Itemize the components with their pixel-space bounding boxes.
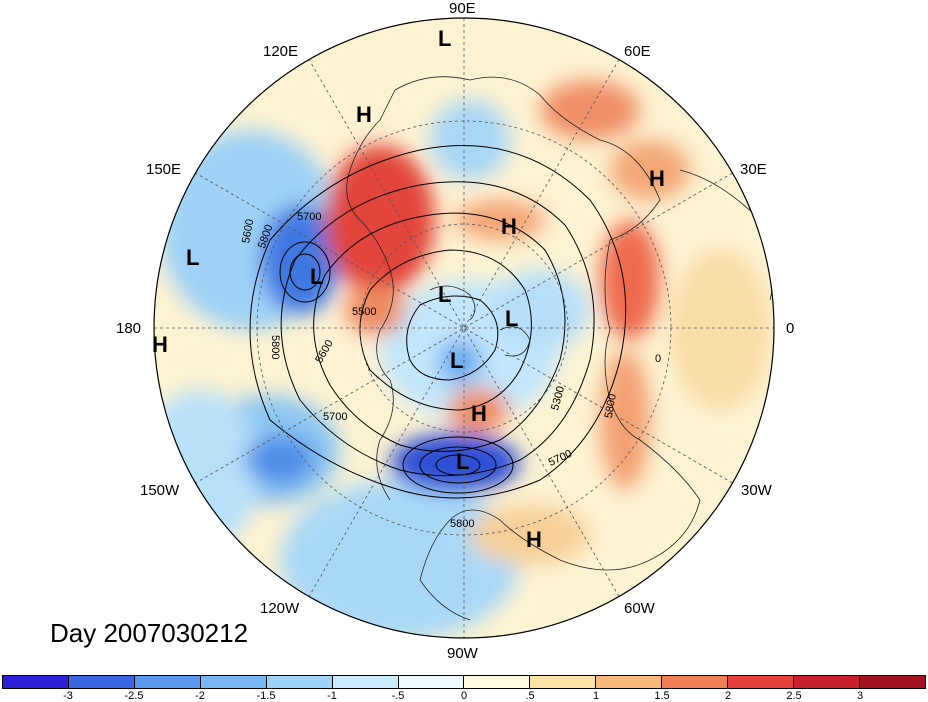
polar-stereographic-map: 5700 5800 5500 5600 5800 5700 5300 5800 …: [152, 17, 775, 639]
colorbar-swatch: [794, 676, 860, 688]
low-center: L: [505, 306, 518, 331]
date-title: Day 2007030212: [50, 618, 249, 648]
high-center: H: [356, 102, 372, 127]
contour-label: 0: [655, 353, 661, 365]
low-center: L: [438, 26, 451, 51]
lon-label-90w: 90W: [447, 645, 478, 662]
colorbar-swatch: [200, 676, 267, 688]
colorbar-tick-label: -2: [195, 690, 205, 702]
contour-label: 5800: [603, 393, 619, 419]
colorbar-swatch: [3, 676, 69, 688]
anomaly-field: 5700 5800 5500 5600 5800 5700 5300 5800 …: [154, 18, 774, 638]
contour-label: 5700: [297, 211, 321, 223]
high-center: H: [649, 166, 665, 191]
colorbar-tick-label: -2.5: [124, 690, 144, 702]
contour-label: 5600: [240, 218, 256, 244]
graticule: [154, 18, 774, 638]
lon-label-60e: 60E: [624, 43, 651, 60]
contour-label: 5700: [323, 411, 347, 423]
low-center: L: [438, 282, 451, 307]
colorbar-swatch: [859, 676, 925, 688]
colorbar-swatch: [332, 676, 399, 688]
colorbar-tick-label: 1: [592, 690, 600, 702]
colorbar-tick-label: 2: [724, 690, 732, 702]
colorbar-tick-label: 1.5: [654, 690, 670, 702]
colorbar-tick-label: 2.5: [786, 690, 802, 702]
colorbar-tick-label: -3: [63, 690, 73, 702]
lon-label-30e: 30E: [740, 161, 767, 178]
lon-label-180: 180: [116, 320, 142, 337]
colorbar-tick-label: -1.5: [256, 690, 276, 702]
lon-label-120e: 120E: [263, 43, 299, 60]
colorbar-swatch: [398, 676, 465, 688]
lon-label-60w: 60W: [624, 600, 655, 617]
lon-label-150e: 150E: [146, 161, 182, 178]
lon-label-0: 0: [786, 320, 795, 337]
high-center: H: [471, 401, 487, 426]
colorbar-tick-label: 3: [856, 690, 864, 702]
height-contours: [249, 145, 627, 499]
low-center: L: [310, 264, 323, 289]
high-center: H: [152, 332, 168, 357]
coastlines: [346, 76, 774, 621]
colorbar-swatch: [596, 676, 663, 688]
colorbar-swatch: [266, 676, 333, 688]
pressure-centers: L H H L H L L L H L H L H: [152, 26, 665, 552]
low-center: L: [186, 245, 199, 270]
low-center: L: [456, 449, 469, 474]
contour-label: 5500: [352, 306, 376, 318]
lon-label-150w: 150W: [140, 482, 180, 499]
colorbar-swatch: [464, 676, 531, 688]
colorbar-swatch: [134, 676, 201, 688]
colorbar-tick-label: -1: [327, 690, 337, 702]
low-center: L: [450, 348, 463, 373]
colorbar-tick-label: .5: [525, 690, 535, 702]
colorbar-swatch: [68, 676, 135, 688]
high-center: H: [501, 214, 517, 239]
colorbar-swatch: [530, 676, 597, 688]
high-center: H: [526, 527, 542, 552]
colorbar-swatch: [662, 676, 729, 688]
lon-label-30w: 30W: [741, 482, 772, 499]
map-boundary: [153, 17, 775, 639]
lon-label-120w: 120W: [260, 600, 300, 617]
colorbar-tick-label: 0: [460, 690, 468, 702]
colorbar-swatch: [728, 676, 795, 688]
lon-label-90e: 90E: [449, 0, 476, 17]
colorbar-tick-label: -.5: [391, 690, 405, 702]
contour-label: 5800: [450, 518, 474, 530]
colorbar: [2, 675, 926, 689]
contour-label: 5800: [269, 335, 281, 359]
